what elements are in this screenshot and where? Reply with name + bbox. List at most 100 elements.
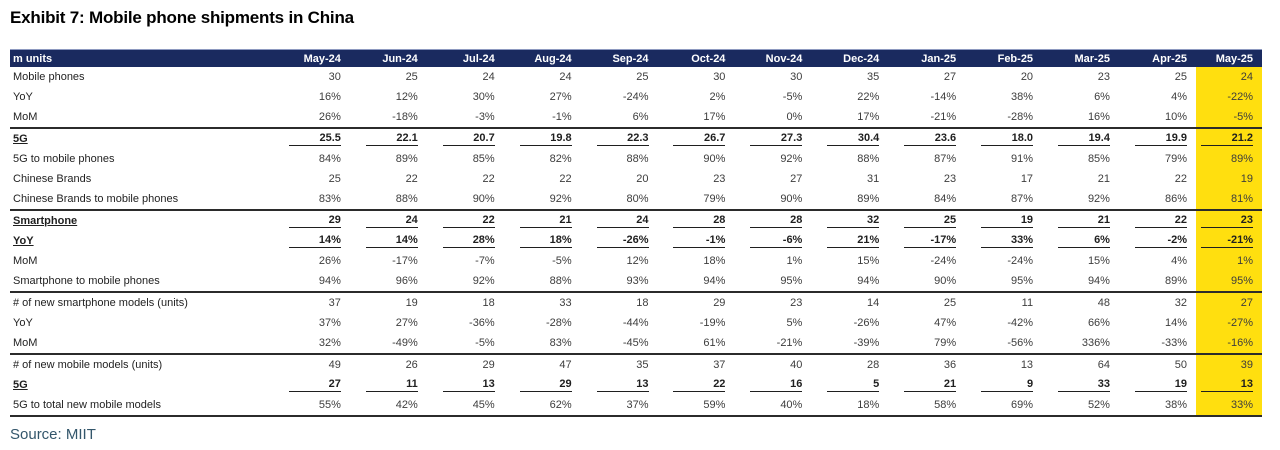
value-cell: -24% <box>622 91 649 103</box>
table-row: 5G 27 11 13 29 13 22 16 5 21 9 33 19 13 <box>10 375 1262 395</box>
value-cell: 6% <box>1042 231 1119 251</box>
value-cell: 80% <box>580 189 658 211</box>
value-cell: -24% <box>930 255 957 267</box>
value-cell: -26% <box>853 317 880 329</box>
value-cell: 27 <box>943 71 957 83</box>
value-cell: -44% <box>622 317 649 329</box>
value-cell: -45% <box>580 333 658 355</box>
row-label: MoM <box>13 255 38 267</box>
value-cell: 39 <box>1196 354 1262 375</box>
row-label: MoM <box>10 107 273 129</box>
value-cell: 33 <box>559 297 572 309</box>
value-cell: 66% <box>1087 317 1110 329</box>
value-cell: 18 <box>482 297 495 309</box>
value-cell: 336% <box>1042 333 1119 355</box>
table-row: Chinese Brands 25 22 22 22 20 23 27 31 23 17 21 22 19 <box>10 169 1262 189</box>
value-cell: 83% <box>503 333 581 355</box>
value-cell: -56% <box>965 333 1043 355</box>
row-label: Chinese Brands <box>13 173 92 185</box>
value-cell: -5% <box>426 333 504 355</box>
value-cell: 33% <box>965 231 1042 251</box>
row-label: 5G to mobile phones <box>13 153 115 165</box>
value-cell: 22 <box>482 173 495 185</box>
value-cell: 5% <box>786 317 803 329</box>
column-header: Feb-25 <box>965 49 1043 67</box>
value-cell: 17% <box>811 107 889 129</box>
value-cell: 20.7 <box>427 128 504 149</box>
row-label: 5G to total new mobile models <box>10 395 273 417</box>
value-cell: 40 <box>790 359 803 371</box>
value-cell: -27% <box>1196 313 1262 333</box>
value-cell: -16% <box>1196 333 1262 355</box>
value-cell: 14% <box>350 231 427 251</box>
value-cell: -2% <box>1119 231 1196 251</box>
value-cell: 4% <box>1171 255 1187 267</box>
row-label: Chinese Brands to mobile phones <box>10 189 273 211</box>
value-cell: 23 <box>1097 71 1110 83</box>
value-cell: 19 <box>1119 375 1196 395</box>
value-cell: 91% <box>1011 153 1034 165</box>
value-cell: 31 <box>867 173 880 185</box>
row-label: Mobile phones <box>13 71 85 83</box>
value-cell: -28% <box>965 107 1043 129</box>
value-cell: 58% <box>888 395 966 417</box>
value-cell: 18 <box>636 297 649 309</box>
value-cell: 5 <box>811 375 888 395</box>
value-cell: -36% <box>469 317 495 329</box>
value-cell: 14% <box>273 231 350 251</box>
value-cell: 19.4 <box>1042 128 1119 149</box>
source-note: Source: MIIT <box>10 426 96 443</box>
value-cell: 90% <box>703 153 726 165</box>
value-cell: 13 <box>1020 359 1034 371</box>
value-cell: 88% <box>626 153 649 165</box>
value-cell: 25 <box>636 71 649 83</box>
value-cell: 22.1 <box>350 128 427 149</box>
table-row: MoM 32% -49% -5% 83% -45% 61% -21% -39% 79% -56% 33… <box>10 333 1262 355</box>
value-cell: 20 <box>636 173 649 185</box>
value-cell: 22.3 <box>581 128 658 149</box>
value-cell: 22 <box>1119 210 1196 231</box>
value-cell: 21 <box>888 375 965 395</box>
value-cell: 10% <box>1118 107 1196 129</box>
value-cell: 27.3 <box>734 128 811 149</box>
value-cell: 25 <box>405 71 418 83</box>
value-cell: -1% <box>658 231 735 251</box>
value-cell: 24 <box>482 71 495 83</box>
value-cell: 49 <box>328 359 341 371</box>
value-cell: 21.2 <box>1196 128 1262 149</box>
table-row: # of new smartphone models (units) 37 19 18… <box>10 292 1262 313</box>
value-cell: 92% <box>426 271 504 293</box>
value-cell: 69% <box>965 395 1043 417</box>
column-header: May-25 <box>1196 49 1262 67</box>
value-cell: 87% <box>965 189 1043 211</box>
row-label: MoM <box>10 333 273 355</box>
value-cell: 30 <box>713 71 726 83</box>
value-cell: 79% <box>888 333 966 355</box>
value-cell: 94% <box>1042 271 1119 293</box>
value-cell: 26% <box>273 107 350 129</box>
value-cell: 15% <box>1087 255 1110 267</box>
exhibit-title: Exhibit 7: Mobile phone shipments in Chi… <box>10 8 354 27</box>
value-cell: -21% <box>888 107 966 129</box>
row-label: YoY <box>13 235 34 247</box>
value-cell: 6% <box>580 107 658 129</box>
value-cell: 25 <box>943 297 957 309</box>
value-cell: 13 <box>581 375 658 395</box>
table-row: 5G to mobile phones 84% 89% 85% 82% 88% 90% 92%… <box>10 149 1262 169</box>
value-cell: 29 <box>504 375 581 395</box>
table-row: YoY 37% 27% -36% -28% -44% -19% 5% -26% 47% -42% 66… <box>10 313 1262 333</box>
value-cell: -17% <box>392 255 418 267</box>
value-cell: 52% <box>1042 395 1119 417</box>
value-cell: 92% <box>503 189 581 211</box>
value-cell: 90% <box>426 189 504 211</box>
value-cell: 50 <box>1174 359 1187 371</box>
value-cell: 17 <box>1020 173 1034 185</box>
value-cell: 83% <box>273 189 350 211</box>
value-cell: 19.8 <box>504 128 581 149</box>
row-label: 5G <box>13 133 28 145</box>
value-cell: 22 <box>405 173 418 185</box>
value-cell: 94% <box>657 271 735 293</box>
value-cell: 21 <box>504 210 581 231</box>
value-cell: -5% <box>552 255 572 267</box>
